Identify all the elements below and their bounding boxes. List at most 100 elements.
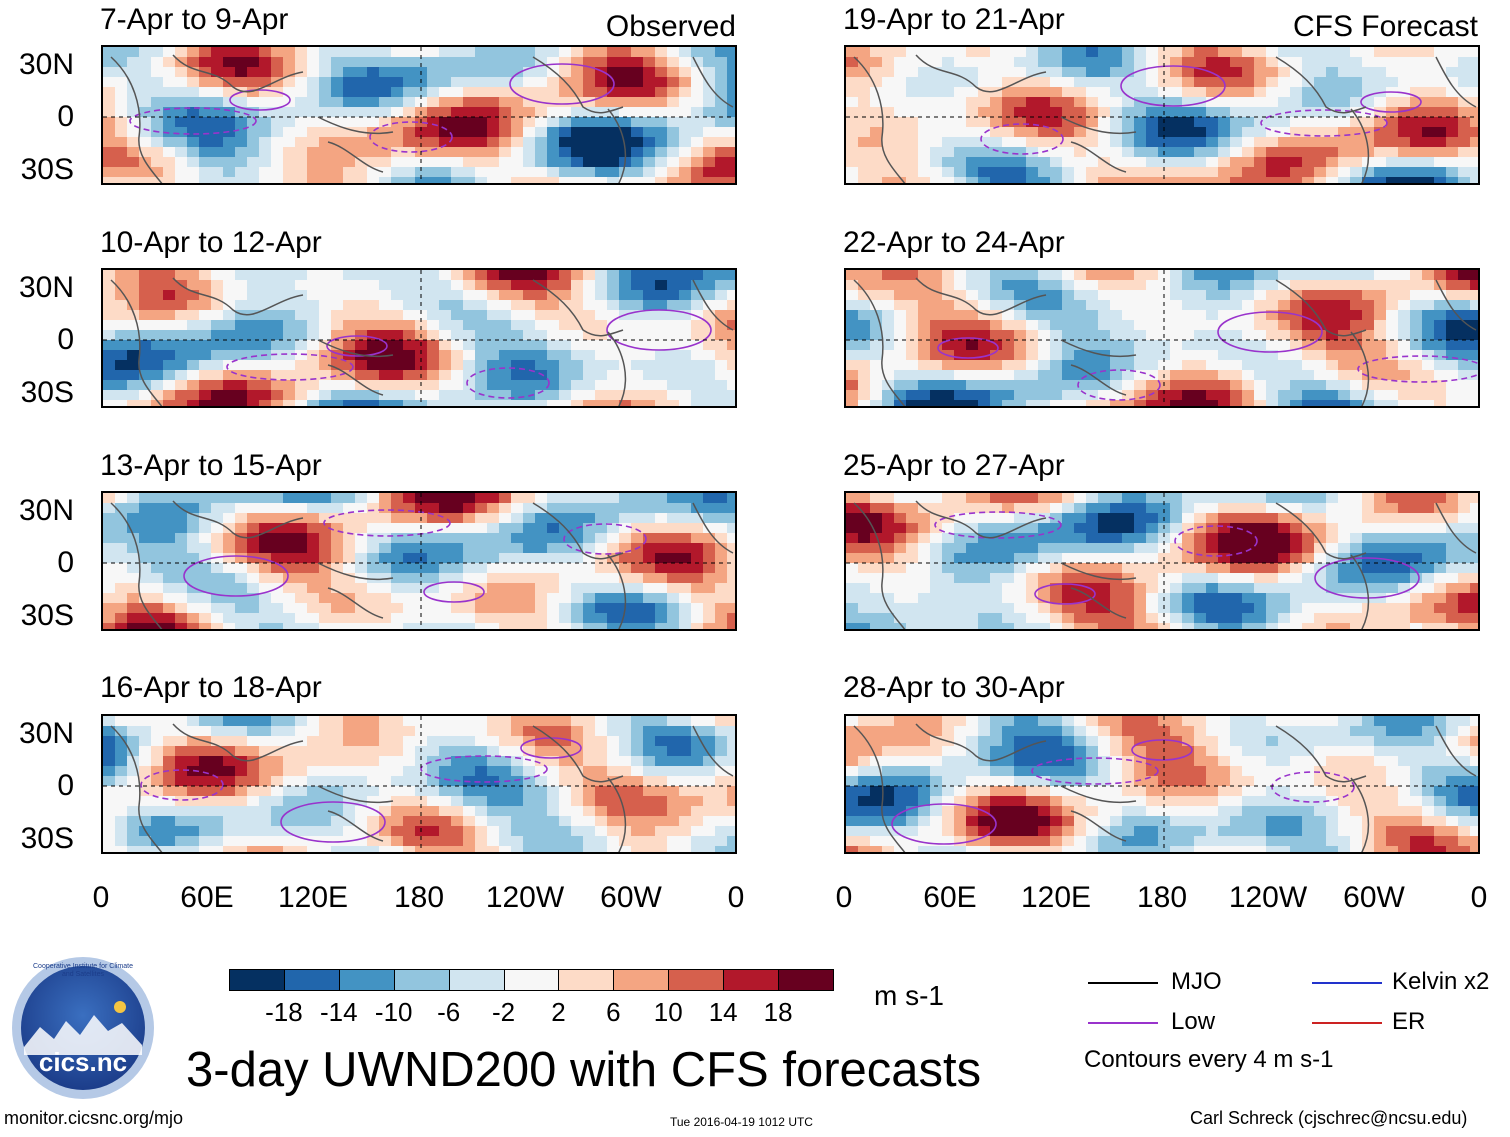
anomaly-cell bbox=[691, 67, 704, 78]
anomaly-cell bbox=[1290, 157, 1303, 168]
anomaly-cell bbox=[427, 350, 440, 361]
anomaly-cell bbox=[295, 370, 308, 381]
anomaly-cell bbox=[151, 613, 164, 624]
anomaly-cell bbox=[211, 553, 224, 564]
anomaly-cell bbox=[487, 746, 500, 757]
anomaly-cell bbox=[319, 726, 332, 737]
anomaly-cell bbox=[127, 157, 140, 168]
anomaly-cell bbox=[655, 380, 668, 391]
anomaly-cell bbox=[1218, 310, 1231, 321]
anomaly-cell bbox=[954, 97, 967, 108]
anomaly-cell bbox=[475, 563, 488, 574]
anomaly-cell bbox=[283, 177, 296, 183]
anomaly-cell bbox=[1314, 157, 1327, 168]
anomaly-cell bbox=[918, 380, 931, 391]
anomaly-cell bbox=[1254, 400, 1267, 406]
anomaly-cell bbox=[1350, 300, 1363, 311]
anomaly-cell bbox=[163, 593, 176, 604]
anomaly-cell bbox=[607, 613, 620, 624]
coastline bbox=[110, 723, 734, 852]
anomaly-cell bbox=[870, 77, 883, 88]
anomaly-cell bbox=[547, 513, 560, 524]
anomaly-cell bbox=[1398, 47, 1411, 58]
anomaly-cell bbox=[727, 117, 735, 128]
anomaly-cell bbox=[1278, 513, 1291, 524]
anomaly-cell bbox=[451, 400, 464, 406]
anomaly-cell bbox=[271, 147, 284, 158]
anomaly-cell bbox=[1146, 67, 1159, 78]
anomaly-cell bbox=[703, 67, 716, 78]
anomaly-cell bbox=[595, 370, 608, 381]
anomaly-cell bbox=[1314, 57, 1327, 68]
anomaly-cell bbox=[667, 107, 680, 118]
anomaly-cell bbox=[1014, 107, 1027, 118]
anomaly-cell bbox=[1062, 147, 1075, 158]
anomaly-cell bbox=[1350, 573, 1363, 584]
anomaly-cell bbox=[355, 290, 368, 301]
anomaly-cell bbox=[235, 523, 248, 534]
anomaly-cell bbox=[655, 543, 668, 554]
anomaly-cell bbox=[319, 280, 332, 291]
anomaly-cell bbox=[858, 350, 871, 361]
anomaly-cell bbox=[283, 746, 296, 757]
anomaly-cell bbox=[583, 97, 596, 108]
anomaly-cell bbox=[535, 270, 548, 281]
anomaly-cell bbox=[571, 177, 584, 183]
anomaly-cell bbox=[523, 320, 536, 331]
anomaly-cell bbox=[715, 147, 728, 158]
anomaly-cell bbox=[139, 147, 152, 158]
anomaly-cell bbox=[1086, 310, 1099, 321]
anomaly-cell bbox=[511, 87, 524, 98]
anomaly-cell bbox=[1338, 320, 1351, 331]
anomaly-cell bbox=[163, 157, 176, 168]
anomaly-cell bbox=[139, 167, 152, 178]
anomaly-cell bbox=[870, 57, 883, 68]
anomaly-cell bbox=[511, 756, 524, 767]
anomaly-cell bbox=[1362, 340, 1375, 351]
anomaly-cell bbox=[583, 350, 596, 361]
anomaly-cell bbox=[103, 380, 116, 391]
anomaly-cell bbox=[415, 756, 428, 767]
anomaly-cell bbox=[1278, 177, 1291, 183]
anomaly-cell bbox=[271, 716, 284, 727]
anomaly-cell bbox=[319, 613, 332, 624]
anomaly-cell bbox=[535, 137, 548, 148]
anomaly-cell bbox=[966, 300, 979, 311]
anomaly-cell bbox=[1038, 350, 1051, 361]
anomaly-cell bbox=[1446, 513, 1459, 524]
anomaly-cell bbox=[703, 127, 716, 138]
anomaly-cell bbox=[127, 593, 140, 604]
anomaly-cell bbox=[571, 380, 584, 391]
anomaly-cell bbox=[211, 137, 224, 148]
anomaly-cell bbox=[295, 826, 308, 837]
anomaly-cell bbox=[1002, 290, 1015, 301]
anomaly-cell bbox=[1002, 400, 1015, 406]
anomaly-cell bbox=[1110, 543, 1123, 554]
anomaly-cell bbox=[475, 167, 488, 178]
anomaly-cell bbox=[1134, 370, 1147, 381]
anomaly-cell bbox=[475, 523, 488, 534]
anomaly-cell bbox=[1182, 330, 1195, 341]
anomaly-cell bbox=[703, 766, 716, 777]
anomaly-cell bbox=[403, 280, 416, 291]
anomaly-cell bbox=[439, 553, 452, 564]
anomaly-cell bbox=[727, 553, 735, 564]
anomaly-cell bbox=[247, 87, 260, 98]
anomaly-cell bbox=[127, 776, 140, 787]
anomaly-cell bbox=[595, 503, 608, 514]
anomaly-cell bbox=[1266, 47, 1279, 58]
anomaly-cell bbox=[1458, 390, 1471, 401]
anomaly-cell bbox=[235, 320, 248, 331]
anomaly-cell bbox=[307, 77, 320, 88]
anomaly-cell bbox=[523, 117, 536, 128]
anomaly-cell bbox=[115, 177, 128, 183]
anomaly-cell bbox=[367, 340, 380, 351]
anomaly-cell bbox=[1338, 47, 1351, 58]
anomaly-cell bbox=[247, 623, 260, 629]
anomaly-cell bbox=[247, 716, 260, 727]
anomaly-cell bbox=[1170, 77, 1183, 88]
anomaly-cell bbox=[882, 57, 895, 68]
anomaly-cell bbox=[631, 613, 644, 624]
anomaly-cell bbox=[259, 493, 272, 504]
anomaly-cell bbox=[715, 400, 728, 406]
